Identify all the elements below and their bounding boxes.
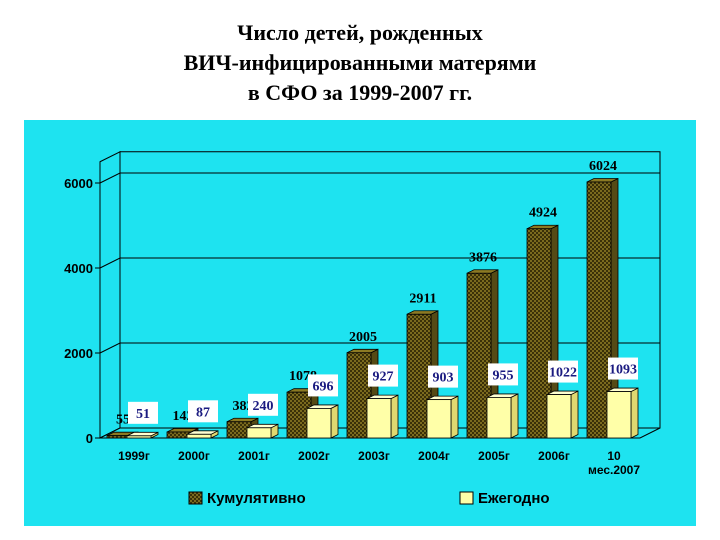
data-label-annual-0: 51 [136, 407, 150, 422]
bar-cumulative-4-front [346, 352, 372, 439]
legend-swatch-annual [459, 491, 474, 505]
x-tick-label-6: 2005г [478, 449, 510, 463]
title-line-3: в СФО за 1999-2007 гг. [247, 80, 473, 105]
x-tick-label-8: 10 мес.2007 [588, 449, 640, 477]
x-tick-label-7: 2006г [538, 449, 570, 463]
bar-annual-8 [606, 387, 639, 439]
bar-annual-7 [546, 390, 579, 439]
x-tick-label-0: 1999г [118, 449, 150, 463]
legend-label-annual: Ежегодно [478, 490, 550, 507]
data-label-box-annual-7 [548, 360, 578, 383]
data-label-annual-8: 1093 [609, 363, 637, 378]
gridline [99, 172, 660, 184]
bar-cumulative-4 [346, 348, 379, 439]
bar-annual-4-front [366, 398, 392, 439]
data-label-annual-1: 87 [196, 405, 210, 420]
title-line-1: Число детей, рожденных [237, 20, 483, 45]
legend-swatch-cumulative [188, 491, 203, 505]
bar-annual-1-front [186, 433, 212, 439]
bar-annual-1 [186, 430, 219, 439]
bar-annual-6 [486, 393, 519, 439]
data-label-box-annual-5 [428, 365, 458, 388]
bar-annual-7-front [546, 394, 572, 439]
bar-annual-5-front [426, 399, 452, 439]
y-tick-label: 6000 [64, 176, 93, 191]
y-tick-label: 4000 [64, 261, 93, 276]
bar-annual-8-side [630, 387, 639, 439]
data-label-annual-4: 927 [373, 370, 394, 385]
y-tick-label: 2000 [64, 346, 93, 361]
x-tick-label-3: 2002г [298, 449, 330, 463]
bar-annual-2-front [246, 427, 272, 439]
data-label-cumulative-5: 2911 [409, 291, 436, 306]
data-label-box-annual-3 [308, 374, 338, 397]
data-label-box-annual-2 [248, 393, 278, 416]
bar-cumulative-6 [466, 269, 499, 439]
bar-annual-5 [426, 395, 459, 439]
bar-annual-5-side [450, 395, 459, 439]
legend: Кумулятивно Ежегодно [188, 490, 550, 507]
x-tick-label-2: 2001г [238, 449, 270, 463]
y-tick-label: 0 [86, 431, 93, 446]
bar-annual-8-front [606, 391, 632, 439]
x-tick-label-1: 2000г [178, 449, 210, 463]
data-label-cumulative-6: 3876 [469, 250, 497, 265]
bar-annual-4-side [390, 394, 399, 439]
data-label-annual-6: 955 [493, 368, 514, 383]
x-tick-label-4: 2003г [358, 449, 390, 463]
side-wall [99, 150, 121, 439]
data-label-box-annual-0 [128, 401, 158, 424]
data-labels: 55 51 142 87 382 2401078696200592729119033876… [116, 159, 638, 428]
data-label-cumulative-8: 6024 [589, 159, 617, 174]
data-label-box-annual-6 [488, 363, 518, 386]
chart-panel: 0 2000 4000 6000 55 51 142 87 382 240 1078 696 2005… [24, 120, 696, 526]
data-label-annual-2: 240 [253, 399, 274, 414]
data-label-box-annual-4 [368, 364, 398, 387]
bar-annual-3-side [330, 404, 339, 439]
data-label-cumulative-7: 4924 [529, 206, 557, 221]
bar-cumulative-6-front [466, 272, 492, 439]
bar-annual-0 [126, 431, 159, 439]
legend-label-cumulative: Кумулятивно [207, 490, 306, 507]
bar-annual-3 [306, 404, 339, 439]
data-label-cumulative-0: 55 [116, 413, 130, 428]
data-label-annual-5: 903 [433, 371, 454, 386]
data-label-box-annual-8 [608, 357, 638, 380]
x-tick-label-5: 2004г [418, 449, 450, 463]
bar-annual-2 [246, 423, 279, 439]
bars [106, 177, 639, 439]
data-label-box-annual-1 [188, 400, 218, 423]
bar-annual-7-side [570, 390, 579, 439]
bar-annual-4 [366, 394, 399, 439]
gridline [99, 257, 660, 269]
data-label-annual-3: 696 [313, 379, 334, 394]
bar-annual-6-front [486, 397, 512, 439]
slide-title: Число детей, рожденных ВИЧ-инфицированны… [0, 18, 720, 108]
bar-annual-3-front [306, 408, 332, 439]
title-line-2: ВИЧ-инфицированными матерями [183, 50, 537, 75]
data-label-cumulative-4: 2005 [349, 330, 377, 345]
x-axis: 1999г 2000г 2001г 2002г 2003г 2004г 2005г 2006г… [118, 449, 640, 477]
data-label-annual-7: 1022 [549, 366, 577, 381]
bar-annual-6-side [510, 393, 519, 439]
bar-annual-0-front [126, 435, 152, 439]
y-axis: 0 2000 4000 6000 [64, 161, 101, 446]
